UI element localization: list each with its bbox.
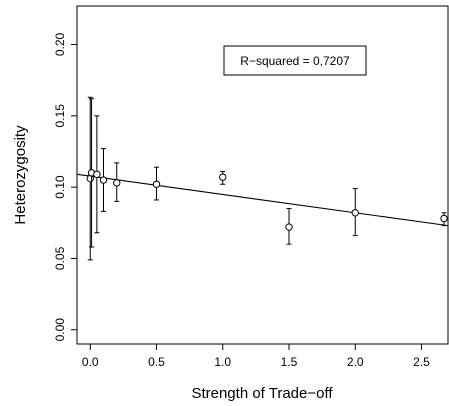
x-tick-label-5: 2.5 xyxy=(413,355,430,369)
y-axis: 0.00 0.05 0.10 0.15 0.20 xyxy=(53,33,77,342)
fit-layer xyxy=(76,173,449,227)
plot-frame xyxy=(76,5,449,345)
x-tick-label-2: 1.0 xyxy=(214,355,231,369)
x-tick-label-4: 2.0 xyxy=(347,355,364,369)
y-tick-label-2: 0.10 xyxy=(53,175,67,199)
data-point-5 xyxy=(152,180,161,188)
r-squared-label: R−squared = 0,7207 xyxy=(240,54,350,68)
regression-line xyxy=(76,173,449,227)
y-tick-label-3: 0.15 xyxy=(53,104,67,128)
y-tick-label-1: 0.05 xyxy=(53,246,67,270)
data-point-7 xyxy=(285,223,293,231)
points-layer xyxy=(86,96,448,261)
data-point-9 xyxy=(440,214,448,223)
x-axis-title: Strength of Trade−off xyxy=(191,385,333,402)
y-axis-title: Heterozygosity xyxy=(12,125,29,225)
x-axis: 0.0 0.5 1.0 1.5 2.0 2.5 xyxy=(82,344,430,369)
x-tick-label-0: 0.0 xyxy=(82,355,99,369)
data-point-4 xyxy=(113,179,121,187)
y-tick-label-4: 0.20 xyxy=(53,33,67,57)
data-point-6 xyxy=(219,173,227,181)
x-tick-label-3: 1.5 xyxy=(281,355,298,369)
data-point-2 xyxy=(93,170,101,178)
x-tick-label-1: 0.5 xyxy=(148,355,165,369)
data-point-8 xyxy=(351,209,359,217)
y-tick-label-0: 0.00 xyxy=(53,318,67,342)
data-point-3 xyxy=(99,176,108,184)
r-squared-box: R−squared = 0,7207 xyxy=(223,45,367,76)
